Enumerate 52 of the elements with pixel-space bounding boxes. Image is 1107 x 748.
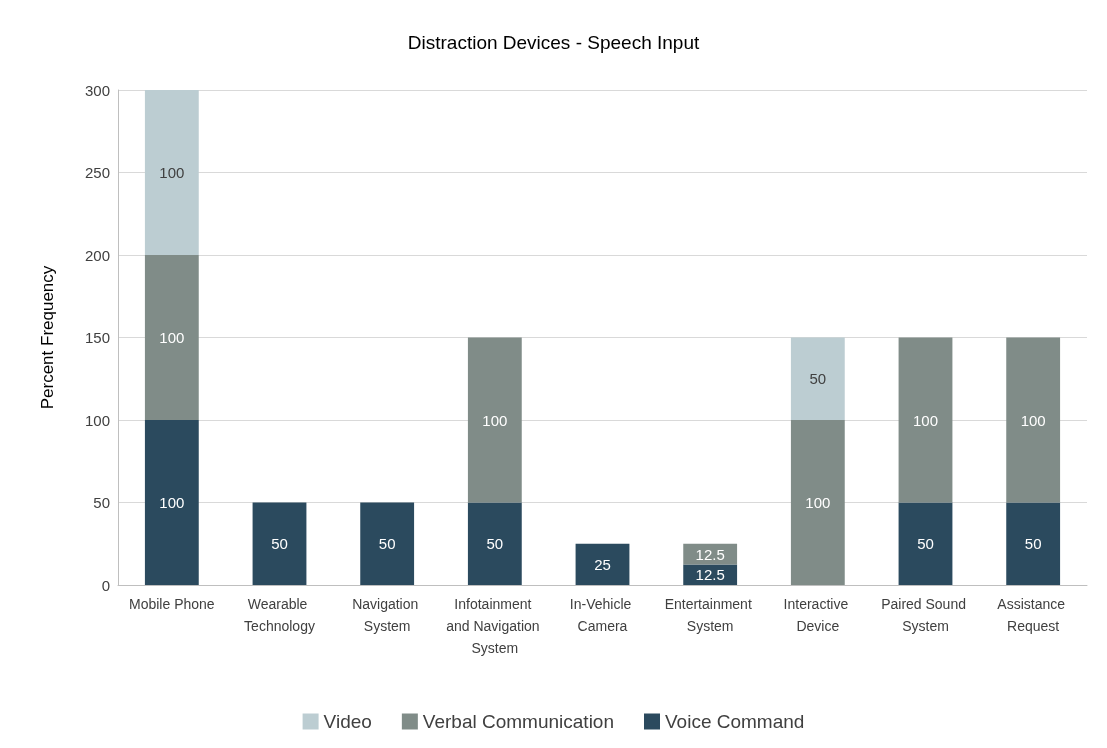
bar <box>360 502 415 585</box>
y-axis-title: Percent Frequency <box>38 265 57 410</box>
data-label: 100 <box>159 164 185 181</box>
x-tick-label: Navigation System <box>352 596 423 634</box>
y-tick-label: 150 <box>84 329 110 346</box>
data-label: 50 <box>378 535 396 553</box>
data-label: 50 <box>1024 535 1042 553</box>
data-label: 12.5 <box>695 566 725 584</box>
bar <box>467 502 522 585</box>
bar <box>144 90 199 255</box>
legend-label: Video <box>323 711 372 732</box>
data-label: 100 <box>159 494 185 511</box>
y-tick-label: 50 <box>93 494 110 511</box>
x-tick-label: In-Vehicle Camera <box>569 596 636 634</box>
x-tick-label: Wearable Technology <box>244 596 315 634</box>
y-tick-label: 200 <box>84 246 110 264</box>
bar <box>790 420 845 585</box>
data-label: 100 <box>159 329 185 346</box>
y-tick-label: 100 <box>84 411 110 429</box>
data-label: 100 <box>482 411 508 429</box>
bar <box>1006 502 1061 585</box>
data-label: 50 <box>271 535 288 553</box>
y-tick-label: 250 <box>84 164 110 181</box>
bar <box>252 502 307 585</box>
data-label: 50 <box>809 370 827 388</box>
data-label: 50 <box>486 535 504 553</box>
legend-label: Voice Command <box>665 711 805 732</box>
data-label: 12.5 <box>695 545 725 563</box>
x-tick-label: Assistance Request <box>997 596 1069 634</box>
bar <box>898 502 953 585</box>
x-tick-label: Paired Sound System <box>881 596 970 634</box>
y-tick-label: 0 <box>101 576 110 594</box>
bar <box>575 543 630 585</box>
bar <box>683 564 738 585</box>
bar <box>144 255 199 420</box>
bar <box>1006 337 1061 503</box>
x-tick-label: Mobile Phone <box>129 596 215 612</box>
legend-label: Verbal Communication <box>422 711 615 732</box>
bar <box>144 420 199 585</box>
bar <box>898 337 953 503</box>
bar <box>467 337 522 503</box>
x-tick-label: Entertainment System <box>664 596 756 634</box>
bar <box>790 337 845 420</box>
data-label: 100 <box>1020 411 1046 429</box>
data-label: 50 <box>917 535 934 553</box>
data-label: 25 <box>594 555 611 573</box>
data-label: 100 <box>912 411 939 429</box>
x-tick-label: Interactive Device <box>783 596 853 634</box>
x-tick-label: Infotainment and Navigation System <box>446 596 544 656</box>
chart-title: Distraction Devices - Speech Input <box>407 32 700 53</box>
data-label: 100 <box>805 494 831 511</box>
y-tick-label: 300 <box>84 81 110 99</box>
